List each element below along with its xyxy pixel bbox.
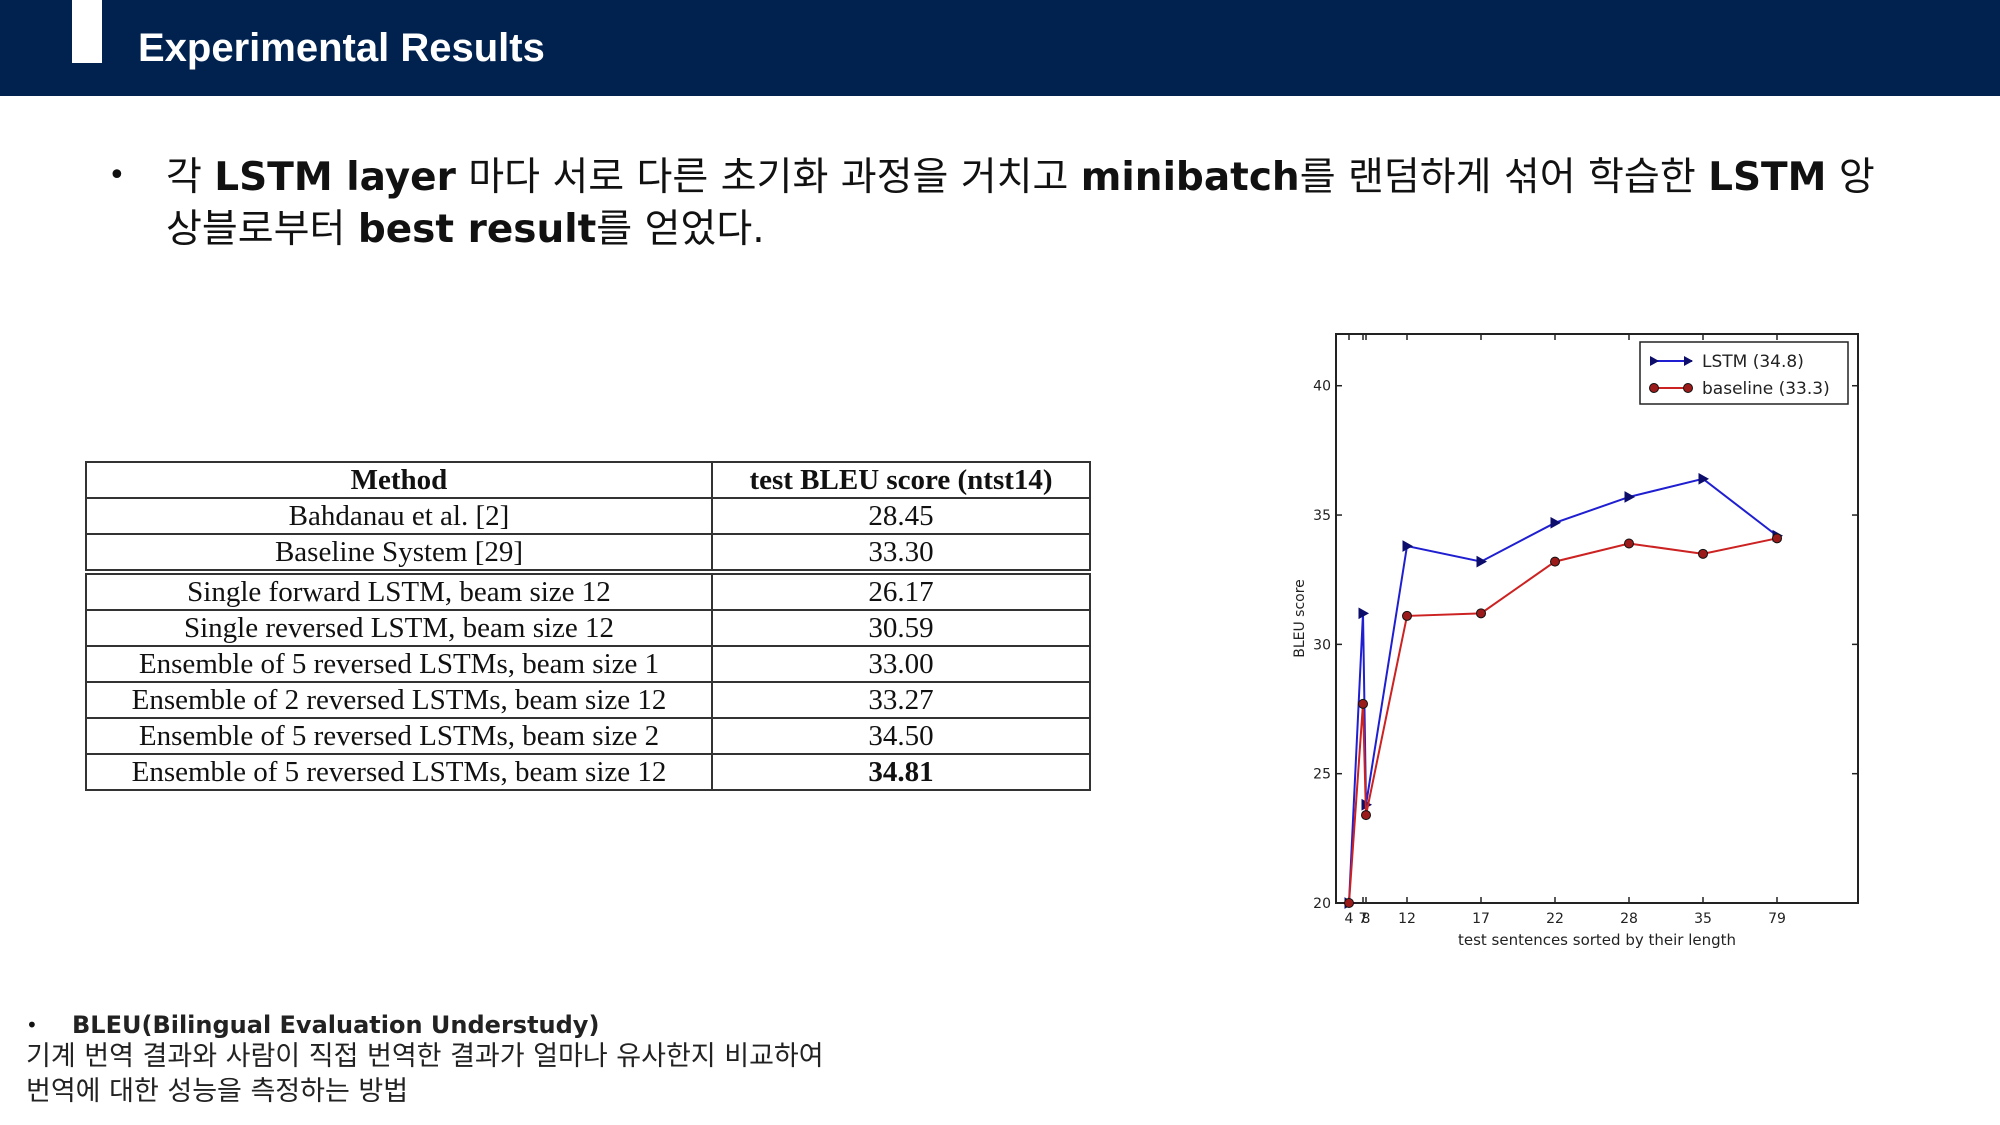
data-point-baseline bbox=[1550, 556, 1560, 567]
table-row: Ensemble of 5 reversed LSTMs, beam size … bbox=[85, 645, 1091, 683]
results-table: Method test BLEU score (ntst14) Bahdanau… bbox=[85, 461, 1091, 791]
data-point-baseline bbox=[1402, 610, 1412, 621]
series-line-1 bbox=[1348, 537, 1778, 904]
method-cell: Ensemble of 2 reversed LSTMs, beam size … bbox=[85, 681, 713, 719]
table-row: Single forward LSTM, beam size 12 26.17 bbox=[85, 569, 1091, 611]
main-text-part: 를 얻었다. bbox=[596, 207, 765, 252]
data-point-lstm bbox=[1550, 516, 1562, 529]
legend-swatch-marker bbox=[1683, 383, 1693, 393]
main-text-part: 앙상블로부터 bbox=[166, 155, 1875, 252]
legend-label: baseline (33.3) bbox=[1702, 379, 1830, 399]
y-tick-label: 20 bbox=[1313, 896, 1331, 912]
x-tick-label: 35 bbox=[1694, 911, 1712, 927]
table-row: Ensemble of 5 reversed LSTMs, beam size … bbox=[85, 753, 1091, 791]
main-text-part: 마다 서로 다른 초기화 과정을 거치고 bbox=[455, 155, 1081, 200]
score-cell: 33.27 bbox=[711, 681, 1091, 719]
column-header-method: Method bbox=[85, 461, 713, 499]
main-text-bold: best result bbox=[357, 207, 597, 252]
table-row: Ensemble of 5 reversed LSTMs, beam size … bbox=[85, 717, 1091, 755]
bullet-icon: • bbox=[108, 158, 126, 193]
column-header-score: test BLEU score (ntst14) bbox=[711, 461, 1091, 499]
y-tick-label: 25 bbox=[1313, 767, 1331, 783]
method-cell: Ensemble of 5 reversed LSTMs, beam size … bbox=[85, 753, 713, 791]
legend-swatch-marker bbox=[1684, 356, 1693, 366]
data-point-baseline bbox=[1698, 548, 1708, 559]
table-row: Single reversed LSTM, beam size 12 30.59 bbox=[85, 609, 1091, 647]
x-tick-label: 7 bbox=[1359, 911, 1368, 927]
method-cell: Ensemble of 5 reversed LSTMs, beam size … bbox=[85, 717, 713, 755]
series-line-0 bbox=[1348, 477, 1778, 904]
legend-swatch-marker bbox=[1649, 383, 1659, 393]
main-text-bold: LSTM layer bbox=[214, 155, 456, 200]
main-text-part: 각 bbox=[166, 155, 215, 200]
bleu-definition-line-1: 기계 번역 결과와 사람이 직접 번역한 결과가 얼마나 유사한지 비교하여 bbox=[26, 1041, 824, 1072]
score-cell: 33.00 bbox=[711, 645, 1091, 683]
score-cell-best: 34.81 bbox=[711, 753, 1091, 791]
main-text-bold: LSTM bbox=[1708, 155, 1827, 200]
table-row: Baseline System [29] 33.30 bbox=[85, 533, 1091, 573]
chart-svg: 20 25 30 35 40 4 78 12 17 22 28 35 79 test sentences … bbox=[1292, 333, 1859, 949]
data-point-baseline bbox=[1772, 533, 1782, 544]
x-tick-label: 4 bbox=[1345, 911, 1354, 927]
data-point-lstm bbox=[1698, 472, 1710, 485]
score-cell: 33.30 bbox=[711, 533, 1091, 573]
score-cell: 34.50 bbox=[711, 717, 1091, 755]
legend-swatch-marker bbox=[1650, 356, 1659, 366]
x-axis-label: test sentences sorted by their length bbox=[1458, 931, 1736, 949]
bleu-definition-line-2: 번역에 대한 성능을 측정하는 방법 bbox=[26, 1076, 409, 1107]
main-bullet-text: 각 LSTM layer 마다 서로 다른 초기화 과정을 거치고 miniba… bbox=[166, 152, 1906, 256]
bleu-bullet-icon: • bbox=[26, 1013, 38, 1037]
x-tick-label: 28 bbox=[1620, 911, 1638, 927]
data-point-baseline bbox=[1361, 810, 1371, 821]
score-cell: 26.17 bbox=[711, 569, 1091, 611]
data-point-baseline bbox=[1358, 698, 1368, 709]
bleu-definition-title: BLEU(Bilingual Evaluation Understudy) bbox=[72, 1011, 600, 1039]
data-point-baseline bbox=[1344, 898, 1354, 908]
plot-frame bbox=[1335, 333, 1859, 904]
title-accent-mark bbox=[72, 0, 102, 63]
data-point-lstm bbox=[1402, 540, 1414, 552]
score-cell: 28.45 bbox=[711, 497, 1091, 535]
main-text-bold: minibatch bbox=[1080, 155, 1300, 200]
method-cell: Single forward LSTM, beam size 12 bbox=[85, 569, 713, 611]
legend-box bbox=[1639, 341, 1849, 405]
title-bar: Experimental Results bbox=[0, 0, 2000, 96]
x-tick-label: 79 bbox=[1768, 911, 1786, 927]
data-point-baseline bbox=[1476, 608, 1486, 619]
data-point-lstm bbox=[1358, 607, 1370, 620]
y-axis-label: BLEU score bbox=[1292, 579, 1308, 658]
method-cell: Bahdanau et al. [2] bbox=[85, 497, 713, 535]
data-point-lstm bbox=[1624, 491, 1636, 503]
method-cell: Baseline System [29] bbox=[85, 533, 713, 573]
main-text-part: 를 랜덤하게 섞어 학습한 bbox=[1299, 155, 1709, 200]
x-tick-label: 22 bbox=[1546, 911, 1564, 927]
bleu-line-chart: 20 25 30 35 40 4 7 8 12 17 22 28 35 79 test sentences … bbox=[1280, 320, 1880, 960]
slide-title: Experimental Results bbox=[138, 26, 545, 70]
method-cell: Ensemble of 5 reversed LSTMs, beam size … bbox=[85, 645, 713, 683]
data-point-baseline bbox=[1624, 538, 1634, 549]
table-row: Ensemble of 2 reversed LSTMs, beam size … bbox=[85, 681, 1091, 719]
y-tick-label: 35 bbox=[1313, 508, 1331, 524]
table-row: Bahdanau et al. [2] 28.45 bbox=[85, 497, 1091, 535]
x-tick-label: 8 bbox=[1362, 911, 1371, 927]
x-tick-label: 17 bbox=[1472, 911, 1490, 927]
score-cell: 30.59 bbox=[711, 609, 1091, 647]
data-point-lstm bbox=[1476, 555, 1488, 568]
table-header-row: Method test BLEU score (ntst14) bbox=[85, 461, 1091, 499]
method-cell: Single reversed LSTM, beam size 12 bbox=[85, 609, 713, 647]
x-tick-label: 12 bbox=[1398, 911, 1416, 927]
legend-label: LSTM (34.8) bbox=[1702, 352, 1804, 372]
y-tick-label: 40 bbox=[1313, 379, 1331, 395]
y-tick-label: 30 bbox=[1313, 637, 1331, 653]
